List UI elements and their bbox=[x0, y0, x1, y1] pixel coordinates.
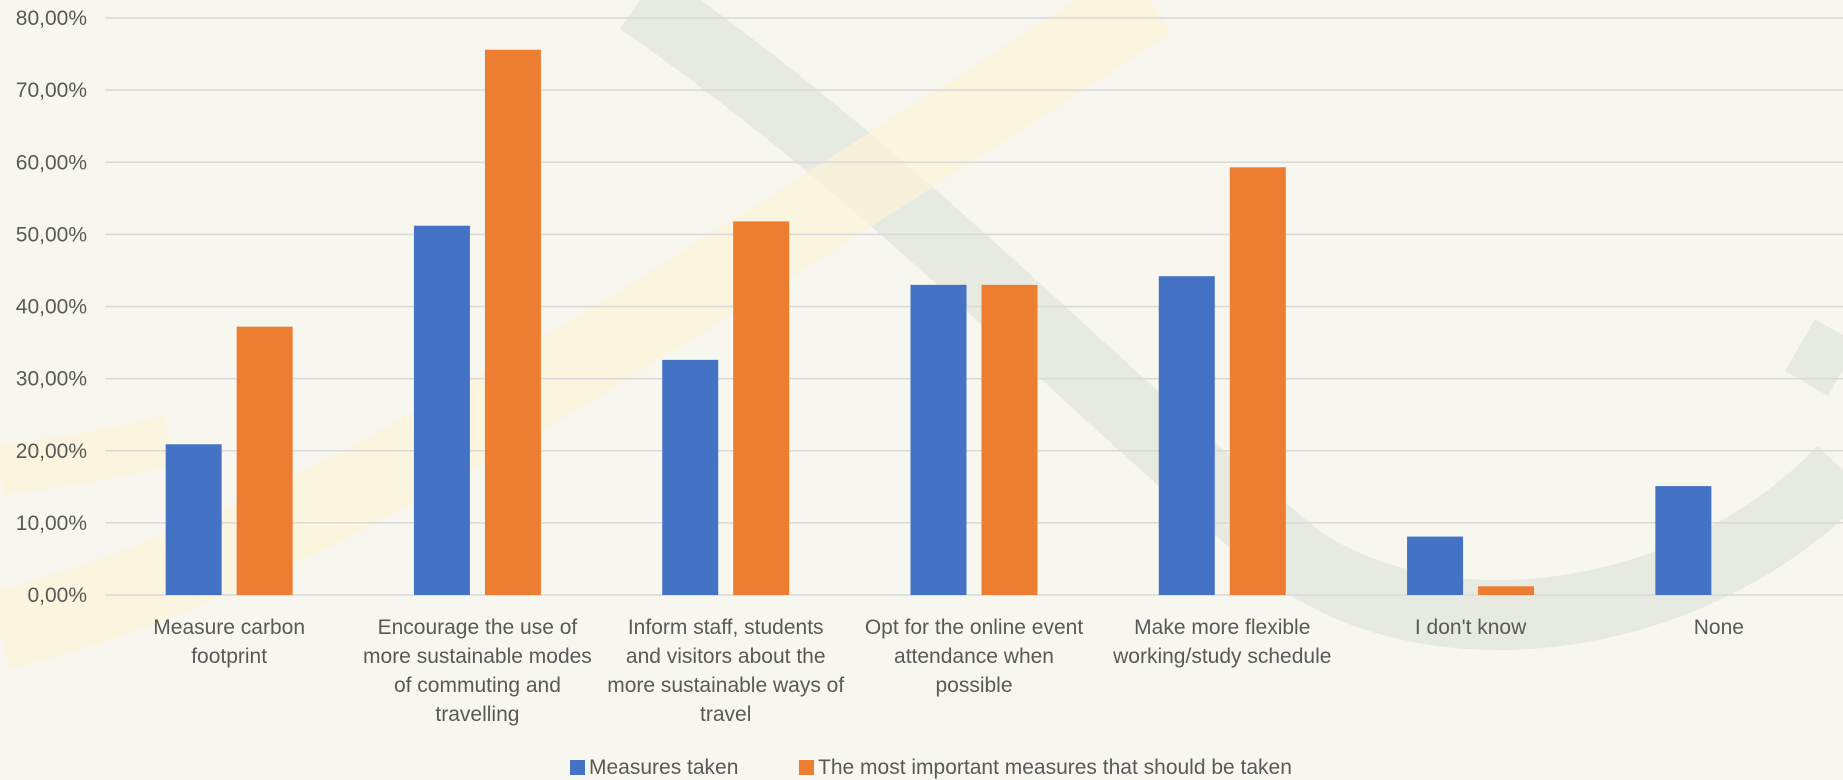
bar-series-1-category-7 bbox=[1655, 486, 1712, 595]
x-category-label-line: more sustainable modes bbox=[363, 645, 592, 668]
x-category-label-line: Opt for the online event bbox=[865, 616, 1083, 639]
x-category-label-line: None bbox=[1694, 616, 1744, 639]
legend: Measures taken The most important measure… bbox=[570, 756, 1292, 779]
bar-series-1-category-3 bbox=[662, 359, 719, 595]
x-category-label: None bbox=[1694, 616, 1744, 639]
x-category-label: Make more flexible working/study schedule bbox=[1112, 616, 1331, 668]
bar-series-2-category-1 bbox=[236, 326, 293, 595]
y-tick-label: 40,00% bbox=[16, 296, 87, 319]
x-axis-category-labels: Measure carbon footprint Encourage the use… bbox=[153, 616, 1744, 726]
bars bbox=[165, 49, 1712, 596]
bar-series-1-category-1 bbox=[165, 444, 222, 595]
x-category-label-line: of commuting and bbox=[394, 674, 561, 697]
x-category-label-line: Make more flexible bbox=[1134, 616, 1310, 639]
x-category-label-line: attendance when bbox=[894, 645, 1054, 668]
y-tick-label: 60,00% bbox=[16, 151, 87, 174]
y-axis-tick-labels: 0,00% 10,00% 20,00% 30,00% 40,00% 50,00% 60,00… bbox=[16, 7, 87, 607]
x-category-label-line: Measure carbon bbox=[153, 616, 305, 639]
bar-series-2-category-5 bbox=[1229, 167, 1286, 595]
bar-series-1-category-5 bbox=[1158, 276, 1215, 595]
legend-label: Measures taken bbox=[589, 756, 738, 779]
x-category-label-line: more sustainable ways of bbox=[607, 674, 844, 697]
x-category-label: Encourage the use of more sustainable mod… bbox=[363, 616, 592, 726]
y-tick-label: 50,00% bbox=[16, 223, 87, 246]
x-category-label-line: possible bbox=[935, 674, 1012, 697]
x-category-label-line: I don't know bbox=[1415, 616, 1527, 639]
x-category-label-line: and visitors about the bbox=[626, 645, 826, 668]
y-tick-label: 30,00% bbox=[16, 368, 87, 391]
legend-swatch bbox=[799, 760, 814, 775]
y-tick-label: 20,00% bbox=[16, 440, 87, 463]
y-tick-label: 80,00% bbox=[16, 7, 87, 30]
legend-swatch bbox=[570, 760, 585, 775]
y-tick-label: 0,00% bbox=[27, 584, 87, 607]
bar-series-1-category-6 bbox=[1407, 536, 1464, 595]
legend-label: The most important measures that should … bbox=[818, 756, 1292, 779]
gridlines bbox=[105, 17, 1843, 596]
bar-series-2-category-6 bbox=[1478, 586, 1535, 595]
x-category-label-line: Inform staff, students bbox=[628, 616, 824, 639]
bar-series-1-category-4 bbox=[910, 284, 967, 595]
x-category-label-line: working/study schedule bbox=[1112, 645, 1331, 668]
x-category-label-line: travel bbox=[700, 703, 751, 726]
bar-series-1-category-2 bbox=[413, 225, 470, 595]
bar-series-2-category-2 bbox=[484, 49, 541, 596]
x-category-label-line: Encourage the use of bbox=[378, 616, 578, 639]
bar-series-2-category-3 bbox=[733, 221, 790, 595]
y-tick-label: 10,00% bbox=[16, 512, 87, 535]
x-category-label: Inform staff, students and visitors about… bbox=[607, 616, 844, 726]
bar-series-2-category-4 bbox=[981, 284, 1038, 595]
x-category-label: Opt for the online event attendance when p… bbox=[865, 616, 1083, 697]
x-category-label: I don't know bbox=[1415, 616, 1527, 639]
x-category-label-line: footprint bbox=[191, 645, 267, 668]
x-category-label-line: travelling bbox=[435, 703, 519, 726]
x-category-label: Measure carbon footprint bbox=[153, 616, 305, 668]
y-tick-label: 70,00% bbox=[16, 79, 87, 102]
